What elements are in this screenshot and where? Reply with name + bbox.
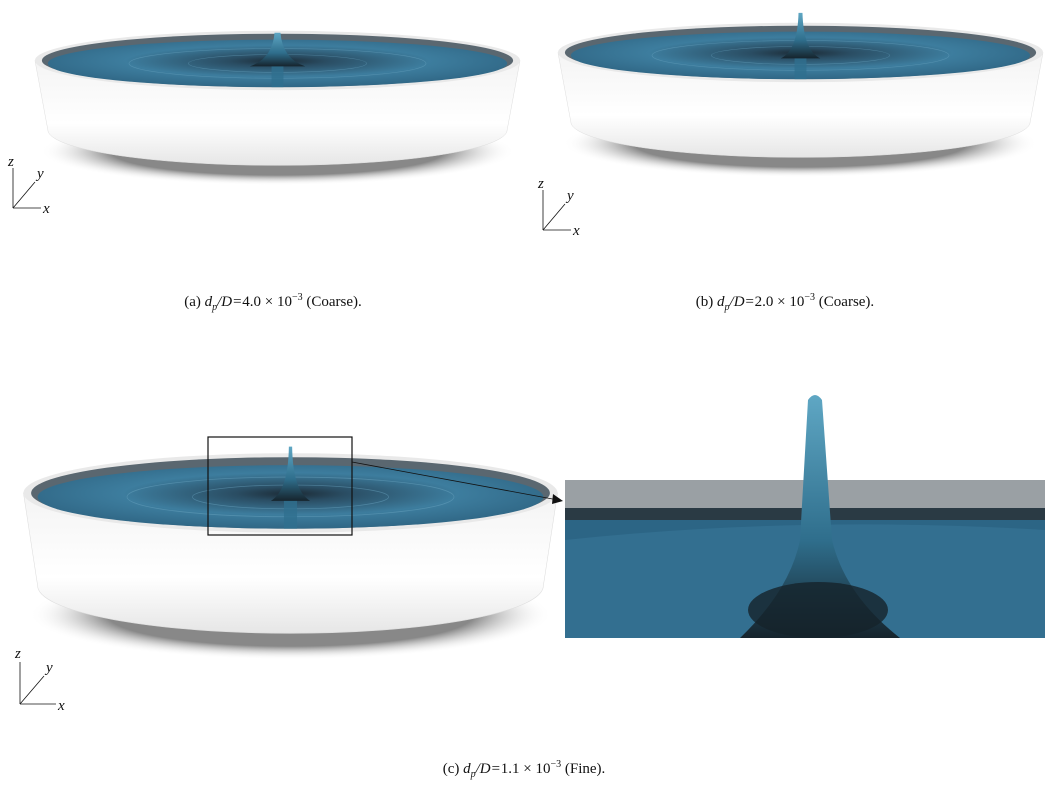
- caption-mantissa: 4.0 × 10: [242, 294, 292, 310]
- caption-variable: d: [463, 761, 471, 777]
- axes-triad: z y x: [5, 150, 65, 220]
- figure: z y x (a) dp/D=4.0 × 10−3 (Coarse). z y …: [0, 0, 1049, 798]
- caption: (c) dp/D=1.1 × 10−3 (Fine).: [443, 759, 606, 780]
- caption-mantissa: 2.0 × 10: [755, 294, 805, 310]
- axis-label: x: [572, 223, 580, 239]
- basin-image: [553, 12, 1048, 182]
- caption-label: (b): [696, 294, 714, 310]
- caption-note: (Coarse).: [306, 294, 361, 310]
- caption: (a) dp/D=4.0 × 10−3 (Coarse).: [184, 292, 362, 313]
- axes-triad: z y x: [10, 640, 80, 715]
- axes-triad: z y x: [535, 172, 595, 242]
- axis-label: y: [565, 188, 574, 204]
- caption-exponent: −3: [550, 759, 561, 770]
- caption-note: (Coarse).: [819, 294, 874, 310]
- caption-variable: d: [717, 294, 725, 310]
- caption-exponent: −3: [292, 292, 303, 303]
- caption-label: (a): [184, 294, 201, 310]
- caption-variable: d: [205, 294, 213, 310]
- axis-label: z: [14, 646, 21, 662]
- axis-label: y: [35, 166, 44, 182]
- axis-label: z: [537, 176, 544, 192]
- caption-label: (c): [443, 761, 460, 777]
- caption: (b) dp/D=2.0 × 10−3 (Coarse).: [696, 292, 874, 313]
- basin-image: [30, 20, 525, 190]
- caption-mantissa: 1.1 × 10: [501, 761, 551, 777]
- caption-exponent: −3: [804, 292, 815, 303]
- axis-label: x: [42, 201, 50, 217]
- caption-note: (Fine).: [565, 761, 605, 777]
- zoom-overlay: [0, 380, 1049, 650]
- caption-ratio: /D=: [730, 294, 755, 310]
- caption-ratio: /D=: [476, 761, 501, 777]
- caption-ratio: /D=: [217, 294, 242, 310]
- axis-label: x: [57, 698, 65, 714]
- axis-label: y: [44, 660, 53, 676]
- axis-label: z: [7, 154, 14, 170]
